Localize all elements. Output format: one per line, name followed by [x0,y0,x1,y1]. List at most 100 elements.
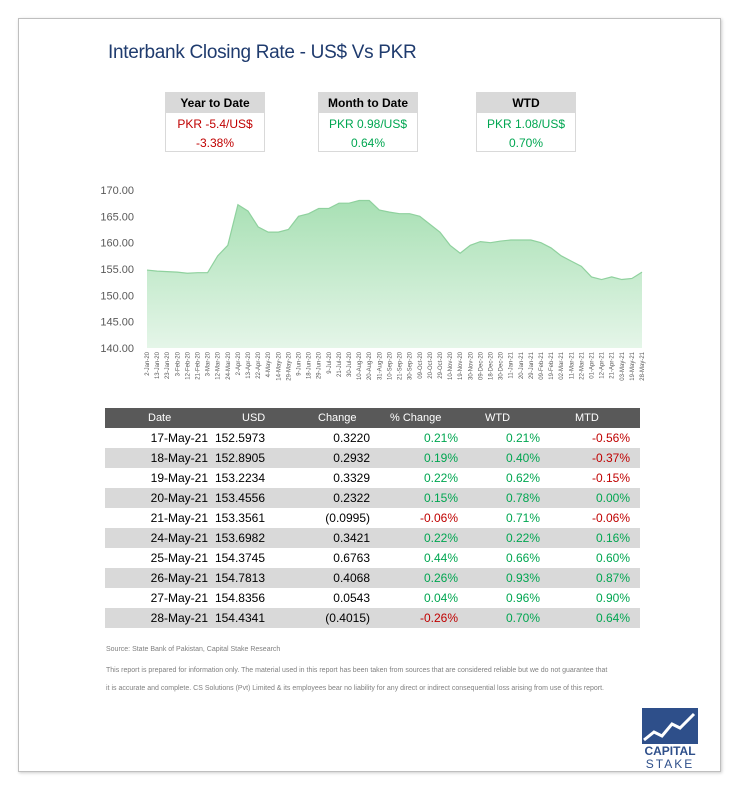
x-tick-label: 09-Feb-21 [539,351,545,379]
table-header [105,408,640,428]
kpi-percent: 0.70% [508,136,544,150]
x-tick-label: 28-May-21 [640,351,646,380]
x-tick-label: 30-Nov-20 [468,351,474,380]
cell: 0.78% [505,491,540,505]
x-tick-label: 19-Feb-21 [549,351,555,379]
x-tick-label: 31-Aug-20 [377,351,383,380]
kpi-title: WTD [477,93,575,113]
x-tick-label: 19-Nov-20 [458,351,464,380]
cell: 0.22% [505,531,540,545]
cell: 0.2322 [333,491,370,505]
x-tick-label: 4-May-20 [266,351,272,377]
cell: 0.70% [505,611,540,625]
x-tick-label: 19-May-21 [630,351,636,380]
cell: 0.96% [505,591,540,605]
cell: 0.21% [505,431,540,445]
x-tick-label: 18-Jun-20 [307,351,313,379]
cell: (0.0995) [325,511,370,525]
cell: 0.0543 [333,591,370,605]
cell: 154.4341 [214,611,265,625]
x-tick-label: 21-Sep-20 [398,351,404,380]
kpi-value: PKR -5.4/US$ [177,117,253,131]
table-row [105,448,640,468]
x-tick-label: 02-Mar-21 [559,351,565,379]
table-row [105,528,640,548]
table-row [105,428,640,448]
x-tick-label: 29-Oct-20 [438,351,444,378]
x-tick-label: 22-Mar-21 [579,351,585,379]
cell: 21-May-21 [150,511,208,525]
header-cell: Change [318,412,357,424]
table-row [105,488,640,508]
header-cell: MTD [575,412,599,424]
x-tick-label: 13-Jan-20 [155,351,161,379]
x-tick-label: 23-Jan-20 [165,351,171,379]
x-tick-label: 20-Oct-20 [428,351,434,378]
cell: 0.87% [595,571,630,585]
x-tick-label: 30-Sep-20 [408,351,414,380]
cell: 0.71% [505,511,540,525]
y-tick-label: 155.00 [100,264,134,276]
cell: 27-May-21 [150,591,208,605]
cell: 0.66% [505,551,540,565]
chart: 140.00 145.00 150.00 155.00 160.00 165.00 170.… [100,185,646,381]
cell: -0.37% [591,451,630,465]
y-tick-label: 160.00 [100,238,134,250]
cell: 0.15% [423,491,458,505]
x-tick-label: 29-Jan-21 [529,351,535,379]
cell: 0.62% [505,471,540,485]
cell: 0.40% [505,451,540,465]
x-tick-label: 09-Dec-20 [478,351,484,380]
x-tick-label: 12-Feb-20 [185,351,191,379]
header-cell: USD [242,412,266,424]
cell: 152.8905 [214,451,265,465]
x-tick-label: 12-Mar-20 [216,351,222,379]
x-tick-label: 30-Dec-20 [499,351,505,380]
x-tick-label: 9-Jun-20 [297,351,303,375]
x-tick-label: 11-Jan-21 [509,351,515,378]
x-tick-label: 2-Apr-20 [236,351,242,375]
cell: 20-May-21 [150,491,208,505]
x-tick-label: 21-Jul-20 [337,351,343,377]
kpi-percent: -3.38% [195,136,235,150]
cell: 153.6982 [214,531,265,545]
cell: 24-May-21 [150,531,208,545]
y-tick-label: 140.00 [100,343,134,355]
cell: -0.06% [591,511,630,525]
kpi-box: Year to Date PKR -5.4/US$ -3.38% [165,92,265,152]
cell: 0.90% [595,591,630,605]
x-tick-label: 20-Aug-20 [367,351,373,380]
cell: 0.04% [423,591,458,605]
cell: 0.3421 [333,531,370,545]
y-tick-label: 145.00 [100,317,134,329]
kpi-title: Month to Date [319,93,417,113]
table-row [105,468,640,488]
y-tick-label: 150.00 [100,290,134,302]
x-tick-label: 18-Dec-20 [488,351,494,380]
x-tick-label: 10-Nov-20 [448,351,454,380]
x-tick-label: 22-Apr-20 [256,351,262,378]
frame [18,18,721,772]
area [147,200,642,348]
x-tick-label: 09-Oct-20 [418,351,424,378]
table-row [105,608,640,628]
cell: 0.3220 [333,431,370,445]
x-tick-label: 12-Apr-21 [600,351,606,378]
cell: 0.22% [423,531,458,545]
logo-text: CAPITAL [644,744,695,758]
x-tick-label: 21-Feb-20 [196,351,202,379]
disclaimer: it is accurate and complete. CS Solution… [106,685,605,692]
x-tick-label: 21-Apr-21 [610,351,616,378]
x-tick-label: 13-Apr-20 [246,351,252,378]
y-tick-label: 165.00 [100,211,134,223]
kpi-box: Month to Date PKR 0.98/US$ 0.64% [318,92,418,152]
x-tick-label: 30-Jul-20 [347,351,353,377]
logo-line [643,712,696,742]
cell: (0.4015) [325,611,370,625]
cell: 26-May-21 [150,571,208,585]
cell: -0.56% [591,431,630,445]
y-tick-label: 170.00 [100,185,134,197]
x-tick-label: 20-Jan-21 [519,351,525,379]
cell: -0.15% [591,471,630,485]
